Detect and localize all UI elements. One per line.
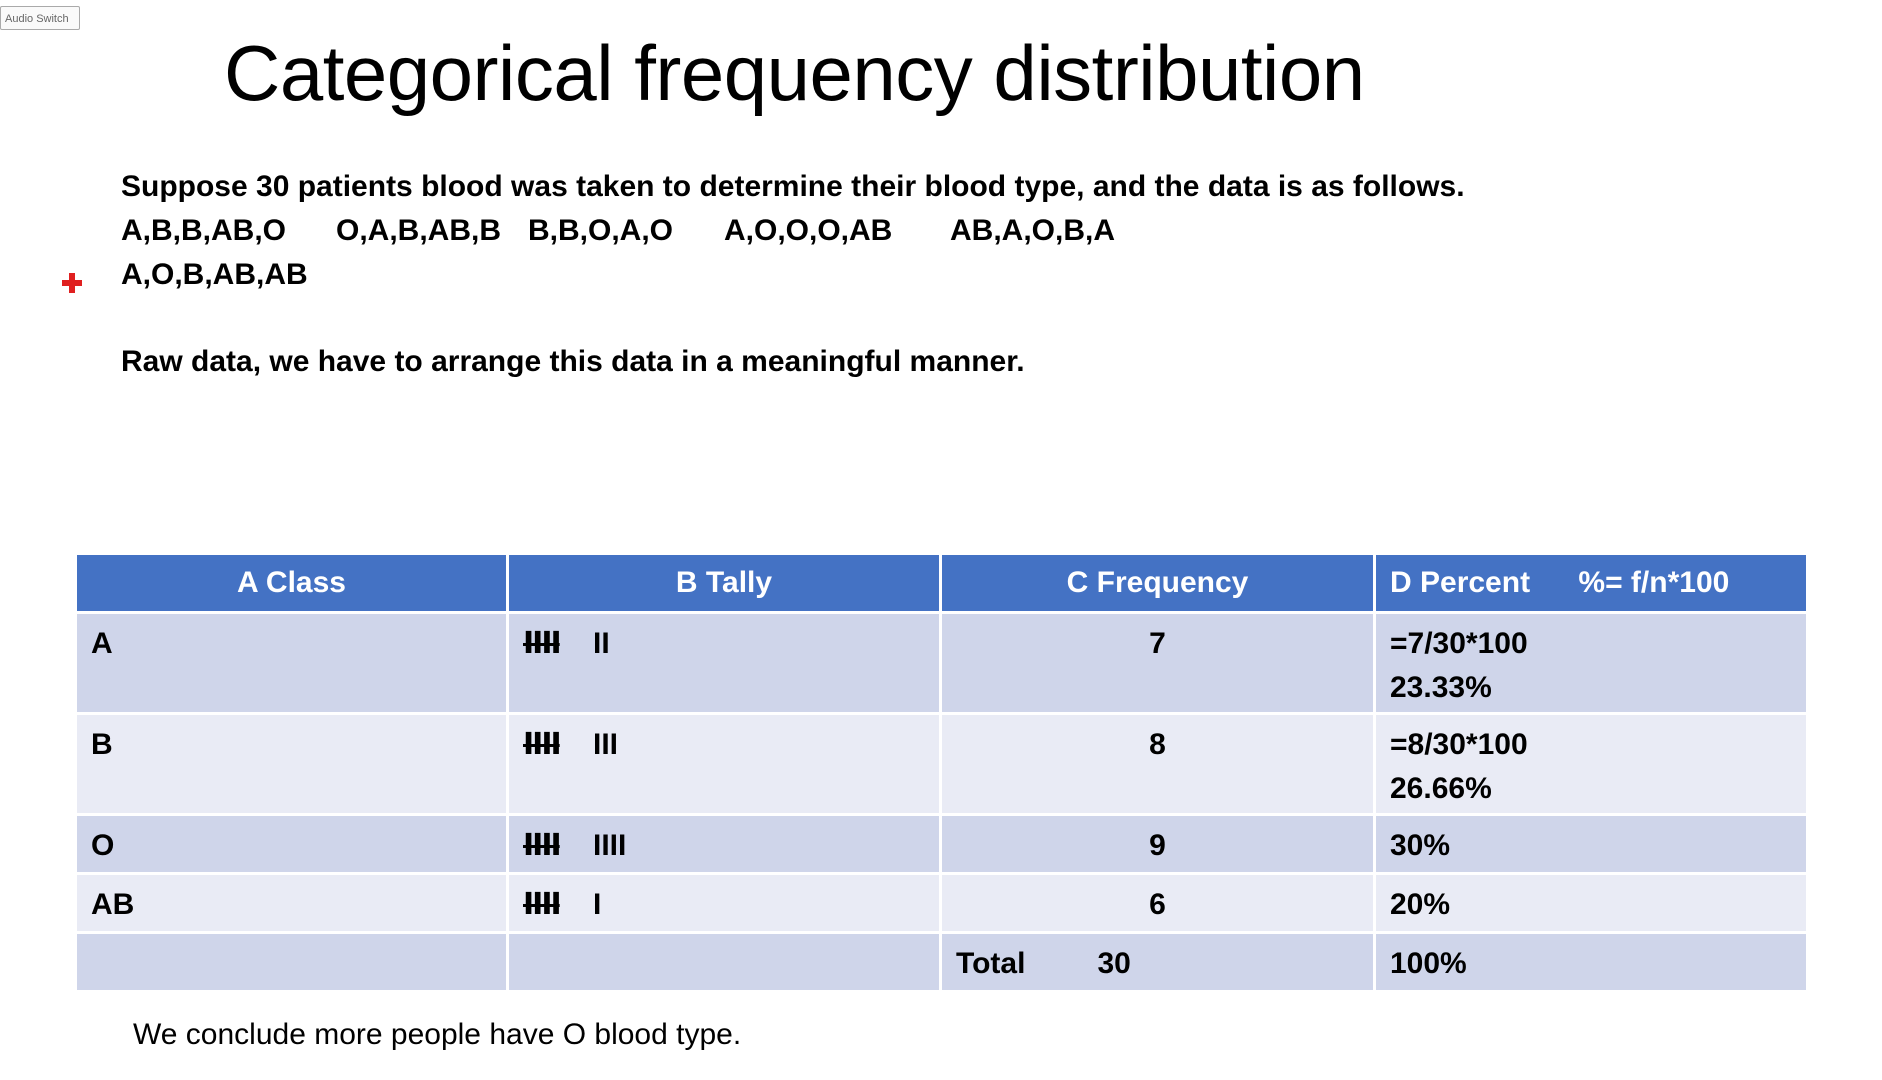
frequency-cell: 8 (939, 712, 1376, 816)
frequency-cell: 7 (939, 611, 1376, 715)
tally-rest: III (593, 728, 619, 761)
title-part-2: frequency distribution (634, 29, 1365, 117)
total-label: Total (956, 947, 1026, 980)
data-sequence-4: A,O,O,O,AB (724, 214, 893, 247)
tally-rest: I (593, 888, 602, 921)
header-frequency: C Frequency (939, 552, 1376, 614)
class-cell: O (74, 813, 509, 875)
tally-rest: IIII (593, 829, 627, 862)
data-last-line: A,O,B,AB,AB (121, 258, 308, 291)
red-cross-pointer-icon (62, 273, 82, 293)
percent-formula: =8/30*100 (1390, 728, 1528, 761)
percent-cell: 20% (1373, 872, 1809, 934)
raw-data-note: Raw data, we have to arrange this data i… (121, 345, 1025, 378)
tally-five-mark: IIII (523, 887, 562, 922)
percent-value: 20% (1390, 888, 1451, 921)
tally-cell: IIII II (506, 611, 942, 715)
percent-value: 26.66% (1390, 772, 1492, 805)
percent-cell: 30% (1373, 813, 1809, 875)
total-cell: Total 30 (939, 931, 1376, 993)
table-row: B IIII III 8 =8/30*100 26.66% (74, 712, 1809, 816)
tally-rest: II (593, 627, 610, 660)
total-percent: 100% (1373, 931, 1809, 993)
table-row: AB IIII I 6 20% (74, 872, 1809, 934)
tally-cell: IIII III (506, 712, 942, 816)
header-percent-formula: %= f/n*100 (1578, 566, 1730, 599)
total-empty-class (74, 931, 509, 993)
percent-cell: =8/30*100 26.66% (1373, 712, 1809, 816)
title-part-1: Categorical (224, 29, 614, 117)
class-cell: A (74, 611, 509, 715)
tally-five-mark: IIII (523, 727, 562, 762)
header-percent-label: D Percent (1390, 566, 1531, 599)
percent-value: 30% (1390, 829, 1451, 862)
audio-switch-badge[interactable]: Audio Switch (0, 6, 80, 30)
data-sequence-2: O,A,B,AB,B (336, 214, 501, 247)
slide-title: Categorical frequency distribution (224, 28, 1365, 118)
intro-text: Suppose 30 patients blood was taken to d… (121, 170, 1465, 203)
class-cell: B (74, 712, 509, 816)
audio-switch-label: Audio Switch (5, 13, 69, 25)
table-header-row: A Class B Tally C Frequency D Percent %=… (74, 552, 1809, 614)
header-percent: D Percent %= f/n*100 (1373, 552, 1809, 614)
percent-cell: =7/30*100 23.33% (1373, 611, 1809, 715)
table-row: A IIII II 7 =7/30*100 23.33% (74, 611, 1809, 715)
total-value: 30 (1097, 947, 1131, 980)
header-tally: B Tally (506, 552, 942, 614)
class-cell: AB (74, 872, 509, 934)
tally-cell: IIII IIII (506, 813, 942, 875)
total-empty-tally (506, 931, 942, 993)
tally-five-mark: IIII (523, 626, 562, 661)
conclusion-text: We conclude more people have O blood typ… (133, 1018, 742, 1051)
frequency-cell: 6 (939, 872, 1376, 934)
problem-statement: Suppose 30 patients blood was taken to d… (121, 165, 1465, 297)
tally-cell: IIII I (506, 872, 942, 934)
data-sequence-5: AB,A,O,B,A (950, 214, 1115, 247)
frequency-cell: 9 (939, 813, 1376, 875)
data-sequence-row: A,B,B,AB,O O,A,B,AB,B B,B,O,A,O A,O,O,O,… (121, 209, 1465, 253)
total-row: Total 30 100% (74, 931, 1809, 993)
tally-five-mark: IIII (523, 828, 562, 863)
data-sequence-3: B,B,O,A,O (528, 214, 674, 247)
percent-value: 23.33% (1390, 671, 1492, 704)
data-sequence-1: A,B,B,AB,O (121, 214, 286, 247)
header-class: A Class (74, 552, 509, 614)
percent-formula: =7/30*100 (1390, 627, 1528, 660)
table-row: O IIII IIII 9 30% (74, 813, 1809, 875)
frequency-table: A Class B Tally C Frequency D Percent %=… (74, 552, 1809, 993)
